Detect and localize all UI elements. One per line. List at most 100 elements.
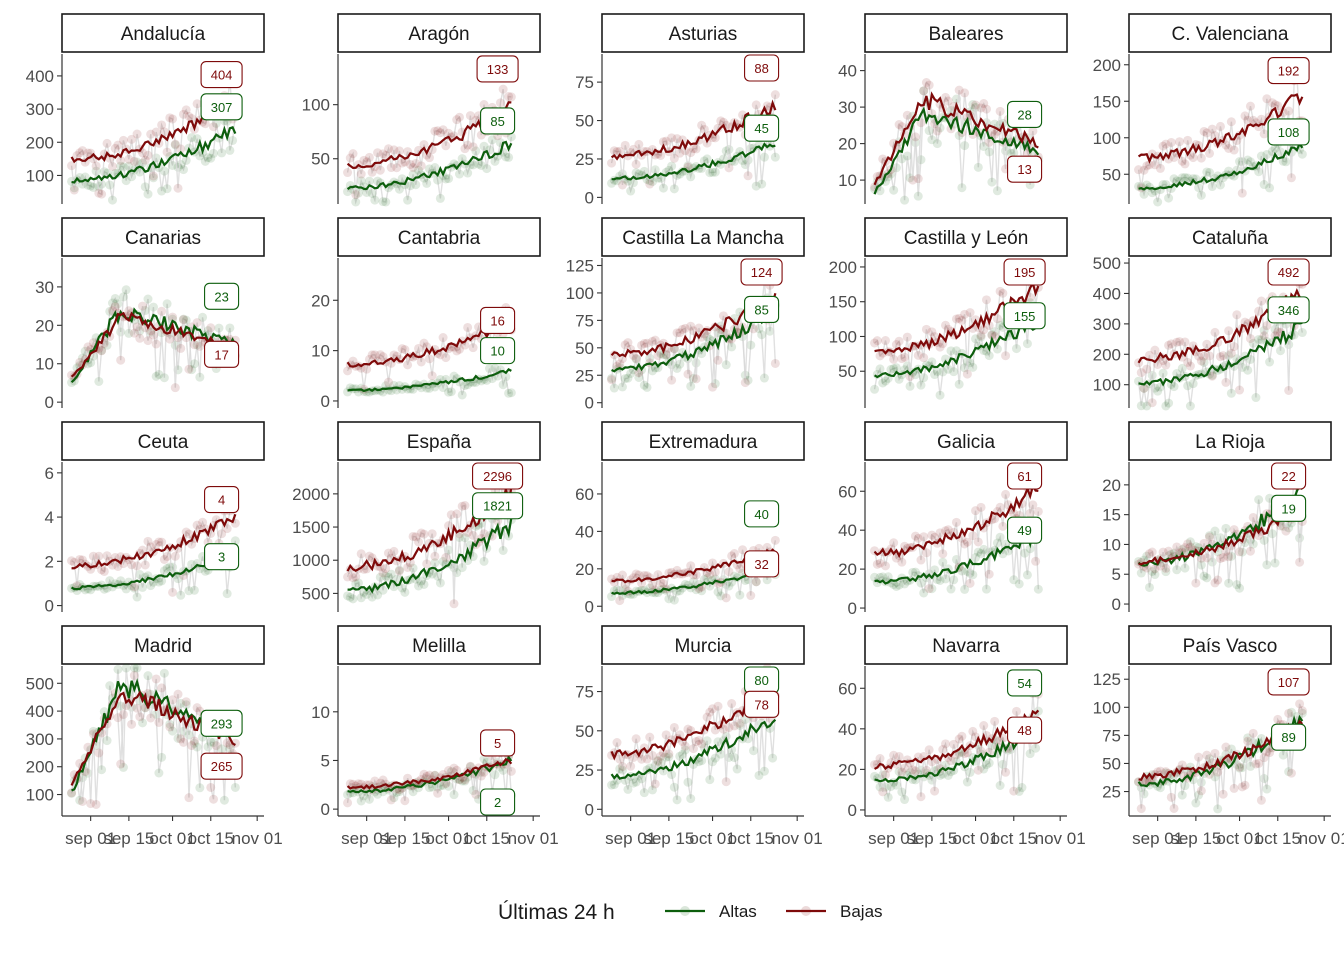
raw-bajas-point	[1180, 337, 1190, 347]
raw-altas-point	[943, 770, 953, 780]
y-tick-label: 25	[575, 761, 594, 780]
raw-bajas-point	[724, 163, 734, 173]
raw-bajas-point	[1161, 139, 1171, 149]
raw-altas-point	[159, 566, 169, 576]
raw-altas-point	[957, 183, 967, 193]
raw-altas-point	[932, 366, 942, 376]
raw-altas-point	[1210, 772, 1220, 782]
raw-bajas-point	[1243, 115, 1253, 125]
raw-altas-point	[1191, 798, 1201, 808]
y-tick-label: 125	[1093, 670, 1121, 689]
raw-bajas-point	[157, 537, 167, 547]
raw-altas-point	[984, 758, 994, 768]
raw-altas-point	[146, 581, 156, 591]
raw-bajas-point	[1213, 767, 1223, 777]
y-tick-label: 400	[26, 67, 54, 86]
raw-altas-point	[1153, 386, 1163, 396]
raw-bajas-point	[192, 520, 202, 530]
raw-bajas-point	[965, 578, 975, 588]
raw-bajas-point	[140, 155, 150, 165]
raw-bajas-point	[476, 771, 486, 781]
raw-altas-point	[954, 379, 964, 389]
y-tick-label: 20	[838, 560, 857, 579]
raw-bajas-point	[916, 555, 926, 565]
altas-label: 10	[490, 344, 504, 359]
raw-altas-point	[932, 575, 942, 585]
raw-altas-line	[873, 90, 1040, 201]
raw-bajas-point	[1286, 173, 1296, 183]
raw-altas-point	[195, 783, 205, 793]
raw-altas-point	[225, 323, 235, 333]
legend-title: Últimas 24 h	[498, 901, 615, 924]
raw-bajas-point	[422, 771, 432, 781]
raw-bajas-point	[1164, 546, 1174, 556]
raw-altas-point	[187, 133, 197, 143]
raw-bajas-point	[1142, 364, 1152, 374]
raw-bajas-point	[1210, 578, 1220, 588]
raw-bajas-point	[1175, 337, 1184, 347]
raw-altas-point	[908, 567, 918, 577]
raw-bajas-point	[1139, 383, 1149, 393]
raw-bajas-point	[441, 553, 451, 563]
y-tick-label: 40	[838, 521, 857, 540]
y-tick-label: 50	[838, 362, 857, 381]
facet-strip	[864, 421, 1068, 461]
raw-altas-point	[351, 197, 361, 207]
bajas-label: 48	[1017, 723, 1031, 738]
x-tick-label: sep 01	[1132, 829, 1183, 848]
raw-altas-point	[768, 753, 778, 763]
raw-altas-point	[943, 364, 953, 374]
facet-strip	[337, 625, 541, 665]
raw-altas-point	[718, 154, 728, 164]
raw-bajas-point	[67, 370, 77, 380]
raw-altas-point	[121, 663, 131, 673]
raw-bajas-point	[686, 148, 696, 158]
raw-altas-line	[874, 711, 1040, 801]
altas-label: 85	[490, 114, 504, 129]
raw-altas-point	[1267, 529, 1277, 539]
raw-altas-point	[648, 785, 657, 795]
raw-bajas-point	[1226, 348, 1236, 358]
altas-label: 49	[1017, 523, 1031, 538]
raw-bajas-point	[669, 722, 679, 732]
raw-altas-point	[148, 302, 158, 312]
series-altas-line	[347, 367, 512, 393]
raw-bajas-point	[206, 323, 216, 333]
raw-bajas-point	[1259, 331, 1269, 341]
bajas-label-box	[1007, 462, 1043, 490]
raw-altas-point	[463, 168, 473, 178]
raw-bajas-point	[1028, 500, 1038, 510]
raw-bajas-point	[672, 328, 682, 338]
series-altas-line	[873, 317, 1040, 379]
altas-label: 2	[494, 795, 501, 810]
raw-altas-point	[362, 187, 372, 197]
raw-bajas-point	[995, 106, 1005, 116]
raw-altas-point	[1169, 174, 1179, 184]
x-tick-label: oct 15	[991, 829, 1037, 848]
raw-bajas-point	[672, 134, 682, 144]
raw-bajas-point	[400, 796, 410, 806]
raw-bajas-point	[872, 559, 882, 569]
raw-bajas-point	[708, 704, 718, 714]
facet-strip	[601, 625, 805, 665]
raw-bajas-point	[908, 175, 918, 185]
raw-altas-point	[138, 582, 148, 592]
raw-bajas-point	[941, 739, 951, 749]
raw-altas-point	[127, 172, 137, 182]
raw-bajas-point	[178, 109, 188, 119]
raw-altas-point	[449, 790, 459, 800]
facet-panel: Asturias 0 25 50 75 45 88	[575, 13, 805, 207]
raw-altas-point	[702, 332, 712, 342]
raw-bajas-point	[921, 78, 931, 88]
raw-bajas-point	[397, 344, 407, 354]
y-tick-label: 100	[1093, 376, 1121, 395]
raw-bajas-point	[1286, 768, 1296, 778]
raw-bajas-point	[631, 569, 641, 579]
raw-bajas-point	[168, 695, 178, 705]
raw-bajas-point	[645, 179, 655, 189]
raw-bajas-point	[378, 352, 388, 362]
raw-bajas-point	[658, 748, 668, 758]
raw-bajas-point	[1166, 792, 1176, 802]
y-tick-label: 20	[311, 291, 330, 310]
